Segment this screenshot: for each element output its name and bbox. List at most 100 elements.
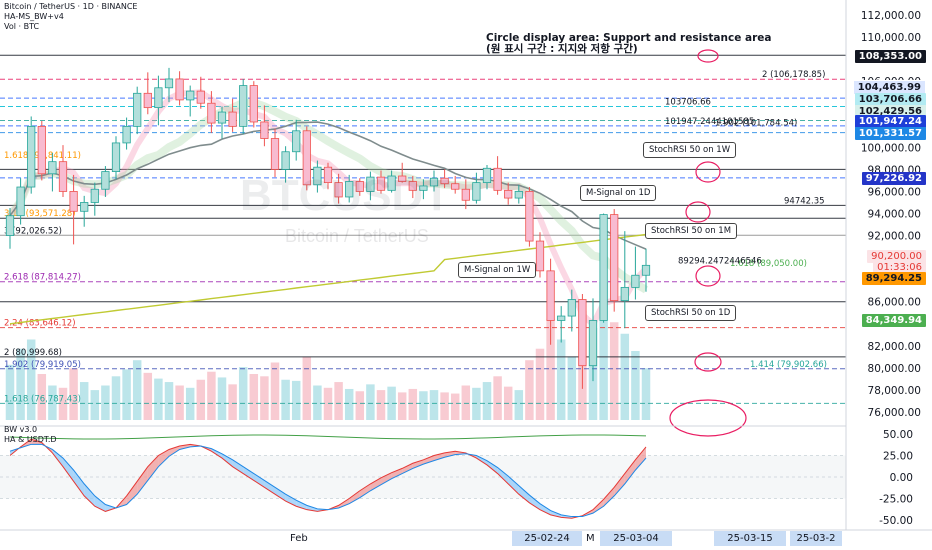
volume-bar bbox=[609, 322, 619, 420]
volume-bar bbox=[48, 385, 57, 420]
osc-fill-segment bbox=[211, 448, 222, 459]
ha-trend-line bbox=[9, 434, 647, 440]
candle-body bbox=[557, 315, 566, 321]
candle-body bbox=[514, 191, 523, 199]
candle-body bbox=[111, 142, 121, 172]
indicator-label-4[interactable]: HA & USDT.D bbox=[4, 435, 57, 444]
volume-bar bbox=[90, 390, 100, 420]
candle-body bbox=[260, 121, 269, 139]
volume-bar bbox=[5, 364, 15, 420]
volume-bar bbox=[641, 368, 651, 420]
zone-circle bbox=[694, 352, 722, 372]
candle-body bbox=[37, 125, 46, 175]
osc-fill-segment bbox=[338, 498, 350, 508]
zone-circle bbox=[695, 161, 721, 183]
volume-bar bbox=[450, 393, 460, 420]
price-tag-101947: 101,947.24 bbox=[854, 115, 926, 128]
candle-body bbox=[164, 78, 174, 89]
price-tick-label: 96,000.00 bbox=[868, 186, 921, 198]
candle-body bbox=[419, 185, 428, 191]
candle-body bbox=[429, 177, 439, 187]
price-tag-108353: 108,353.00 bbox=[854, 50, 926, 63]
osc-fill-segment bbox=[275, 487, 286, 502]
osc-fill-segment bbox=[73, 470, 85, 496]
volume-bar bbox=[535, 348, 545, 420]
volume-bar bbox=[408, 388, 418, 420]
indicator-label-3[interactable]: BW v3.0 bbox=[4, 425, 38, 434]
price-tag-countdown: 01:33:06 bbox=[873, 261, 926, 274]
price-tag-90200: 90,200.00 bbox=[867, 250, 926, 263]
volume-bar bbox=[514, 390, 524, 420]
candle-body bbox=[366, 176, 375, 192]
price-tag-97226: 97,226.92 bbox=[861, 172, 926, 185]
indicator-label-2[interactable]: Vol · BTC bbox=[4, 22, 40, 31]
osc-fill-segment bbox=[359, 483, 371, 498]
candle-body bbox=[101, 171, 110, 190]
horizontal-levels: 2 (106,178.85)1.902 (101,784.54)1.618 (9… bbox=[0, 54, 846, 404]
level-label: 3.14 (93,571.28) bbox=[4, 209, 76, 219]
candle-body bbox=[69, 191, 78, 212]
date-label-feb: Feb bbox=[290, 533, 308, 544]
level-label: 1.618 (89,050.00) bbox=[730, 259, 807, 269]
volume-bar bbox=[164, 382, 174, 420]
volume-bar bbox=[493, 376, 502, 420]
candle-body bbox=[58, 161, 68, 192]
indicator-label-1[interactable]: HA-MS_BW+v4 bbox=[4, 12, 64, 21]
candle-body bbox=[440, 177, 449, 185]
osc-fill-segment bbox=[253, 473, 265, 488]
price-tick-label: 76,000.00 bbox=[868, 407, 921, 419]
osc-fill-segment bbox=[603, 487, 615, 507]
symbol-header[interactable]: Bitcoin / TetherUS · 1D · BINANCE bbox=[4, 2, 138, 11]
candle-body bbox=[493, 167, 502, 191]
candle-body bbox=[122, 125, 131, 144]
volume-bar bbox=[270, 362, 280, 420]
osc-fill-segment bbox=[285, 494, 297, 507]
volume-bar bbox=[631, 351, 640, 420]
osc-fill-segment bbox=[94, 495, 106, 512]
volume-bar bbox=[122, 369, 131, 420]
volume-bar bbox=[217, 377, 227, 420]
volume-bar bbox=[281, 379, 290, 420]
date-box-25-03-15: 25-03-15 bbox=[714, 531, 786, 546]
price-tag-101331: 101,331.57 bbox=[854, 127, 926, 140]
watermark-name: Bitcoin / TetherUS bbox=[285, 226, 429, 246]
osc-fill-segment bbox=[391, 468, 403, 479]
candle-body bbox=[588, 320, 598, 367]
level-label: 1.414 (79,902.66) bbox=[750, 360, 827, 370]
candle-body bbox=[292, 130, 301, 153]
volume-bar bbox=[429, 390, 439, 420]
osc-fill-segment bbox=[147, 455, 159, 481]
osc-tick-label: 50.00 bbox=[883, 429, 913, 441]
osc-fill-segment bbox=[349, 490, 360, 504]
candle-body bbox=[228, 111, 237, 127]
price-tag-103706: 103,706.66 bbox=[854, 93, 926, 106]
candle-body bbox=[610, 214, 619, 302]
price-tag-84349: 84,349.94 bbox=[861, 314, 926, 327]
osc-fill-segment bbox=[222, 453, 233, 467]
candle-body bbox=[302, 130, 311, 186]
volume-bar bbox=[334, 382, 343, 420]
candle-body bbox=[196, 90, 205, 104]
candle-body bbox=[482, 167, 492, 184]
osc-fill-segment bbox=[52, 449, 63, 467]
osc-fill-segment bbox=[296, 500, 307, 510]
osc-fill-segment bbox=[402, 463, 413, 474]
candle-body bbox=[175, 78, 184, 101]
volume-bar bbox=[440, 392, 449, 420]
volume-bar bbox=[58, 387, 68, 420]
zone-circle bbox=[669, 399, 747, 437]
level-label: 94742.35 bbox=[784, 196, 825, 206]
volume-bar bbox=[419, 391, 428, 420]
volume-bar bbox=[323, 387, 333, 420]
candle-body bbox=[461, 188, 470, 201]
level-label: 101947.2444101585 bbox=[665, 117, 754, 127]
candle-body bbox=[345, 181, 354, 198]
support-resistance-circles bbox=[669, 49, 747, 437]
level-label: 103706.66 bbox=[665, 97, 711, 107]
osc-fill-segment bbox=[63, 458, 74, 482]
candle-body bbox=[90, 188, 99, 203]
annotation-line2: (원 표시 구간 : 지지와 저항 구간) bbox=[486, 43, 638, 55]
level-label: 1.618 (76,787.43) bbox=[4, 394, 81, 404]
osc-fill-segment bbox=[518, 485, 530, 503]
